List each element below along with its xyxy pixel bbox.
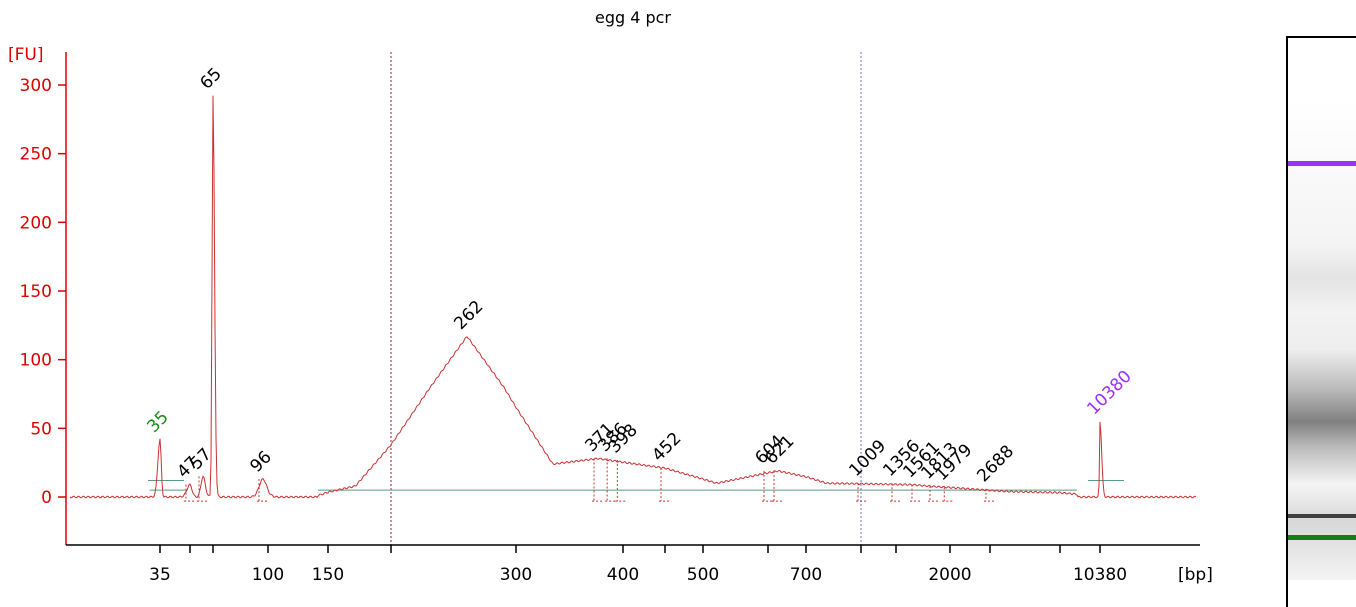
- peak-label: 65: [196, 64, 225, 93]
- gel-lower-marker-band: [1288, 535, 1356, 540]
- x-tick-label: 400: [607, 565, 639, 585]
- x-tick-label: 35: [149, 565, 171, 585]
- gel-upper-marker-band: [1288, 161, 1356, 166]
- y-tick-label: 300: [20, 76, 52, 96]
- y-tick-label: 0: [41, 488, 52, 508]
- x-axis-label: [bp]: [1178, 565, 1213, 585]
- gel-dark-band: [1288, 514, 1356, 518]
- peak-label: 1009: [845, 436, 890, 481]
- peak-marks: [184, 458, 996, 502]
- peak-label: 35: [143, 407, 172, 436]
- x-tick-label: 2000: [928, 565, 971, 585]
- trace-group: [69, 95, 1197, 499]
- x-tick-label: 500: [687, 565, 719, 585]
- peak-label: 10380: [1083, 367, 1135, 419]
- y-ticks: 0 50 100 150 200 250 300: [20, 76, 66, 508]
- x-ticks: 35 100 150 300 400 500 700 2000 10380: [149, 545, 1127, 585]
- y-axis-label: [FU]: [8, 45, 44, 65]
- peak-label: 262: [450, 297, 487, 334]
- chart-title: egg 4 pcr: [595, 8, 671, 27]
- x-tick-label: 150: [312, 565, 344, 585]
- peak-baselines: [148, 480, 1124, 491]
- gel-smear-band: [1288, 100, 1356, 580]
- y-tick-label: 250: [20, 145, 52, 165]
- gel-lane: [1286, 36, 1356, 607]
- peak-label: 96: [246, 447, 275, 476]
- x-tick-label: 10380: [1073, 565, 1127, 585]
- peak-label: 2688: [973, 442, 1018, 487]
- y-tick-label: 200: [20, 213, 52, 233]
- x-tick-label: 300: [500, 565, 532, 585]
- series-line-fluorescence: [69, 95, 1197, 499]
- x-tick-label: 100: [252, 565, 284, 585]
- y-tick-label: 150: [20, 282, 52, 302]
- peak-label: 452: [648, 429, 685, 466]
- x-tick-label: 700: [790, 565, 822, 585]
- y-tick-label: 50: [30, 419, 52, 439]
- y-tick-label: 100: [20, 351, 52, 371]
